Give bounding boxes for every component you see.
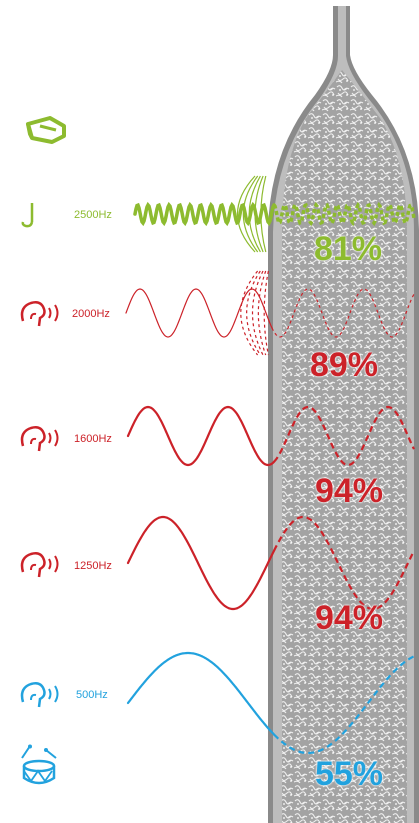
attenuation-2500: 81% <box>313 230 383 268</box>
attenuation-1250: 94% <box>314 599 384 637</box>
reflection-arcs <box>236 175 269 356</box>
reflection-arc <box>242 175 259 253</box>
frequency-label-500: 500Hz <box>76 689 108 701</box>
reflection-arc <box>236 175 256 253</box>
hearing-icon <box>20 426 59 452</box>
frequency-label-1600: 1600Hz <box>74 433 112 445</box>
frequency-label-1250: 1250Hz <box>74 560 112 572</box>
sound-wave-incoming <box>125 288 273 338</box>
hearing-icon <box>20 552 59 578</box>
music-note-icon <box>21 203 34 228</box>
reflection-arc <box>251 270 264 356</box>
reflection-arc <box>263 270 269 356</box>
tube-foam-core <box>282 70 407 823</box>
reflection-arc <box>248 175 261 253</box>
whistle-icon <box>26 116 66 144</box>
reflection-arc <box>246 270 261 356</box>
sound-wave-attenuated <box>273 655 415 755</box>
attenuation-500: 55% <box>314 755 384 793</box>
sound-waves <box>125 201 416 755</box>
frequency-label-2500: 2500Hz <box>74 209 112 221</box>
sound-wave-incoming <box>126 405 276 467</box>
hearing-icon <box>20 682 59 708</box>
sound-wave-incoming <box>126 651 276 736</box>
reflection-arc <box>254 175 264 253</box>
sound-wave-attenuated <box>273 515 415 611</box>
attenuation-2000: 89% <box>309 346 379 384</box>
attenuation-1600: 94% <box>314 472 384 510</box>
reflection-arc <box>257 270 267 356</box>
reflection-arc <box>260 175 267 253</box>
sound-wave-incoming <box>133 201 276 227</box>
sound-wave-attenuated <box>273 405 415 467</box>
sound-wave-incoming <box>126 515 276 611</box>
hearing-icon <box>20 301 59 327</box>
reflection-arc <box>240 270 259 356</box>
frequency-label-2000: 2000Hz <box>72 308 110 320</box>
sound-wave-attenuated <box>272 201 416 227</box>
sound-wave-attenuated <box>271 288 415 338</box>
drum-icon <box>21 744 57 785</box>
